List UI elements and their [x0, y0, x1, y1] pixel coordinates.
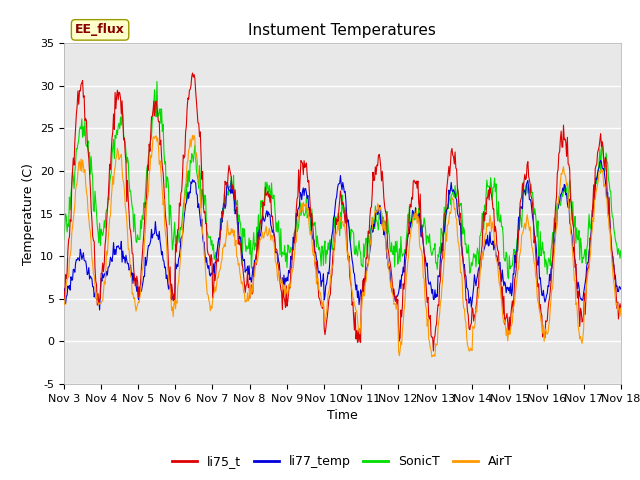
Legend: li75_t, li77_temp, SonicT, AirT: li75_t, li77_temp, SonicT, AirT	[167, 450, 518, 473]
Y-axis label: Temperature (C): Temperature (C)	[22, 163, 35, 264]
Title: Instument Temperatures: Instument Temperatures	[248, 23, 436, 38]
X-axis label: Time: Time	[327, 409, 358, 422]
Text: EE_flux: EE_flux	[75, 24, 125, 36]
